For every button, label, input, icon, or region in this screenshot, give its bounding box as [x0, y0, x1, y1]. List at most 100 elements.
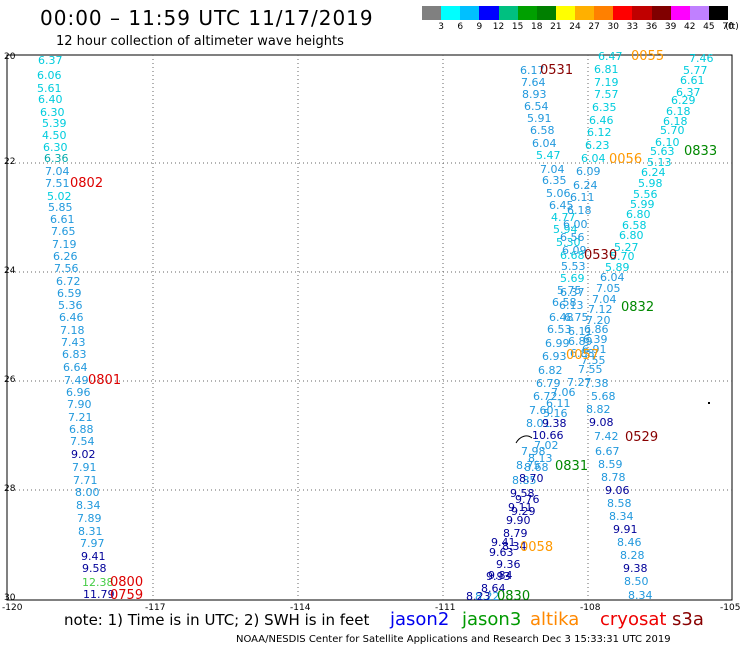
- wave-height-value: 6.99: [545, 337, 570, 350]
- wave-height-value: 8.34: [609, 510, 634, 523]
- wave-height-value: 9.11: [508, 501, 533, 514]
- wave-height-value: 9.02: [71, 448, 96, 461]
- wave-height-value: 9.58: [82, 562, 107, 575]
- wave-height-value: 8.13: [528, 452, 553, 465]
- wave-height-value: 7.19: [594, 76, 619, 89]
- wave-height-value: 6.12: [587, 126, 612, 139]
- wave-height-value: 6.83: [62, 348, 87, 361]
- wave-height-value: 11.79: [83, 588, 115, 601]
- wave-height-value: 6.58: [622, 219, 647, 232]
- legend-swatch: [498, 6, 518, 20]
- wave-height-value: 5.13: [647, 156, 672, 169]
- wave-height-value: 9.58: [510, 487, 535, 500]
- wave-height-value: 6.30: [40, 106, 65, 119]
- wave-height-value: 6.59: [57, 287, 82, 300]
- wave-height-value: 9.93: [486, 570, 511, 583]
- legend-label: 36: [645, 22, 658, 32]
- legend-swatch: [708, 6, 728, 20]
- wave-height-value: 6.61: [50, 213, 75, 226]
- wave-height-value: 5.56: [633, 188, 658, 201]
- coastline-fragment: [515, 435, 533, 444]
- wave-height-value: 8.75: [516, 459, 541, 472]
- wave-height-value: 6.37: [38, 54, 63, 67]
- wave-height-value: 6.18: [567, 204, 592, 217]
- credit-line: NOAA/NESDIS Center for Satellite Applica…: [236, 634, 671, 645]
- legend-label: 45: [703, 22, 715, 32]
- wave-height-value: 8.23: [466, 590, 491, 603]
- wave-height-value: 7.43: [61, 336, 86, 349]
- wave-height-value: 8.22: [475, 590, 500, 603]
- wave-height-value: 5.89: [605, 261, 630, 274]
- x-tick-label: -105: [720, 603, 740, 613]
- wave-height-value: 9.29: [511, 505, 536, 518]
- wave-height-value: 7.27: [567, 376, 592, 389]
- wave-height-value: 6.89: [568, 335, 593, 348]
- legend-label: 21: [550, 22, 562, 32]
- wave-height-value: 6.18: [666, 105, 691, 118]
- wave-height-value: 9.41: [491, 536, 516, 549]
- wave-height-value: 7.12: [588, 303, 613, 316]
- page-title: 00:00 – 11:59 UTC 11/17/2019: [40, 6, 374, 30]
- footnote: note: 1) Time is in UTC; 2) SWH is in fe…: [64, 611, 370, 629]
- wave-height-value: 7.46: [689, 52, 714, 65]
- wave-height-value: 6.46: [59, 311, 84, 324]
- wave-height-value: 5.27: [614, 241, 639, 254]
- satellite-label-cryosat: cryosat: [600, 609, 667, 630]
- wave-height-value: 7.49: [64, 374, 89, 387]
- legend-swatch: [517, 6, 537, 20]
- wave-height-value: 5.30: [556, 236, 581, 249]
- legend-label: 33: [626, 22, 639, 32]
- wave-height-value: 6.88: [69, 423, 94, 436]
- wave-height-value: 5.02: [47, 190, 72, 203]
- wave-height-value: 7.51: [45, 177, 70, 190]
- legend-swatch: [422, 6, 442, 20]
- legend-swatch: [441, 6, 461, 20]
- pass-time-label: 0830: [497, 589, 531, 604]
- wave-height-value: 6.82: [538, 364, 563, 377]
- pass-time-label: 0759: [110, 588, 144, 603]
- y-tick-label: 20: [4, 52, 16, 62]
- wave-height-value: 7.97: [80, 537, 105, 550]
- pass-time-label: 0529: [625, 430, 659, 445]
- satellite-label-s3a: s3a: [672, 609, 704, 630]
- wave-height-value: 6.06: [37, 69, 62, 82]
- wave-height-value: 7.20: [586, 314, 611, 327]
- wave-height-value: 6.80: [626, 208, 651, 221]
- wave-height-value: 7.57: [594, 88, 619, 101]
- wave-height-value: 4.50: [42, 129, 67, 142]
- legend-label: 27: [588, 22, 600, 32]
- wave-height-value: 4.77: [551, 211, 576, 224]
- wave-height-value: 7.38: [584, 377, 609, 390]
- wave-height-value: 9.76: [515, 493, 540, 506]
- wave-height-value: 6.80: [619, 229, 644, 242]
- wave-height-value: 5.63: [650, 145, 675, 158]
- wave-height-value: 6.45: [549, 199, 574, 212]
- wave-height-value: 12.38: [82, 576, 114, 589]
- wave-height-value: 8.50: [624, 575, 649, 588]
- legend-label: 15: [511, 22, 524, 32]
- wave-height-value: 8.68: [524, 461, 549, 474]
- wave-height-value: 9.91: [613, 523, 638, 536]
- wave-height-value: 6.04: [581, 152, 606, 165]
- legend-swatch: [632, 6, 652, 20]
- wave-height-value: 10.66: [532, 429, 564, 442]
- legend-label: 6: [457, 22, 464, 32]
- legend-label: 70: [722, 22, 734, 32]
- wave-height-value: 5.70: [610, 250, 635, 263]
- wave-height-value: 8.59: [598, 458, 623, 471]
- wave-height-value: 8.85: [512, 474, 537, 487]
- wave-height-value: 6.18: [663, 115, 688, 128]
- wave-height-value: 6.09: [562, 244, 587, 257]
- pass-time-label: 0831: [555, 459, 589, 474]
- wave-height-value: 6.00: [563, 218, 588, 231]
- wave-height-value: 6.26: [53, 250, 78, 263]
- wave-height-value: 6.11: [546, 397, 571, 410]
- satellite-label-altika: altika: [530, 609, 580, 630]
- wave-height-value: 6.35: [542, 174, 567, 187]
- wave-height-value: 9.63: [489, 546, 514, 559]
- wave-height-value: 6.88: [570, 347, 595, 360]
- wave-height-value: 5.61: [37, 82, 62, 95]
- legend-label: 9: [476, 22, 483, 32]
- pass-time-label: 0056: [609, 152, 643, 167]
- wave-height-value: 7.42: [594, 430, 619, 443]
